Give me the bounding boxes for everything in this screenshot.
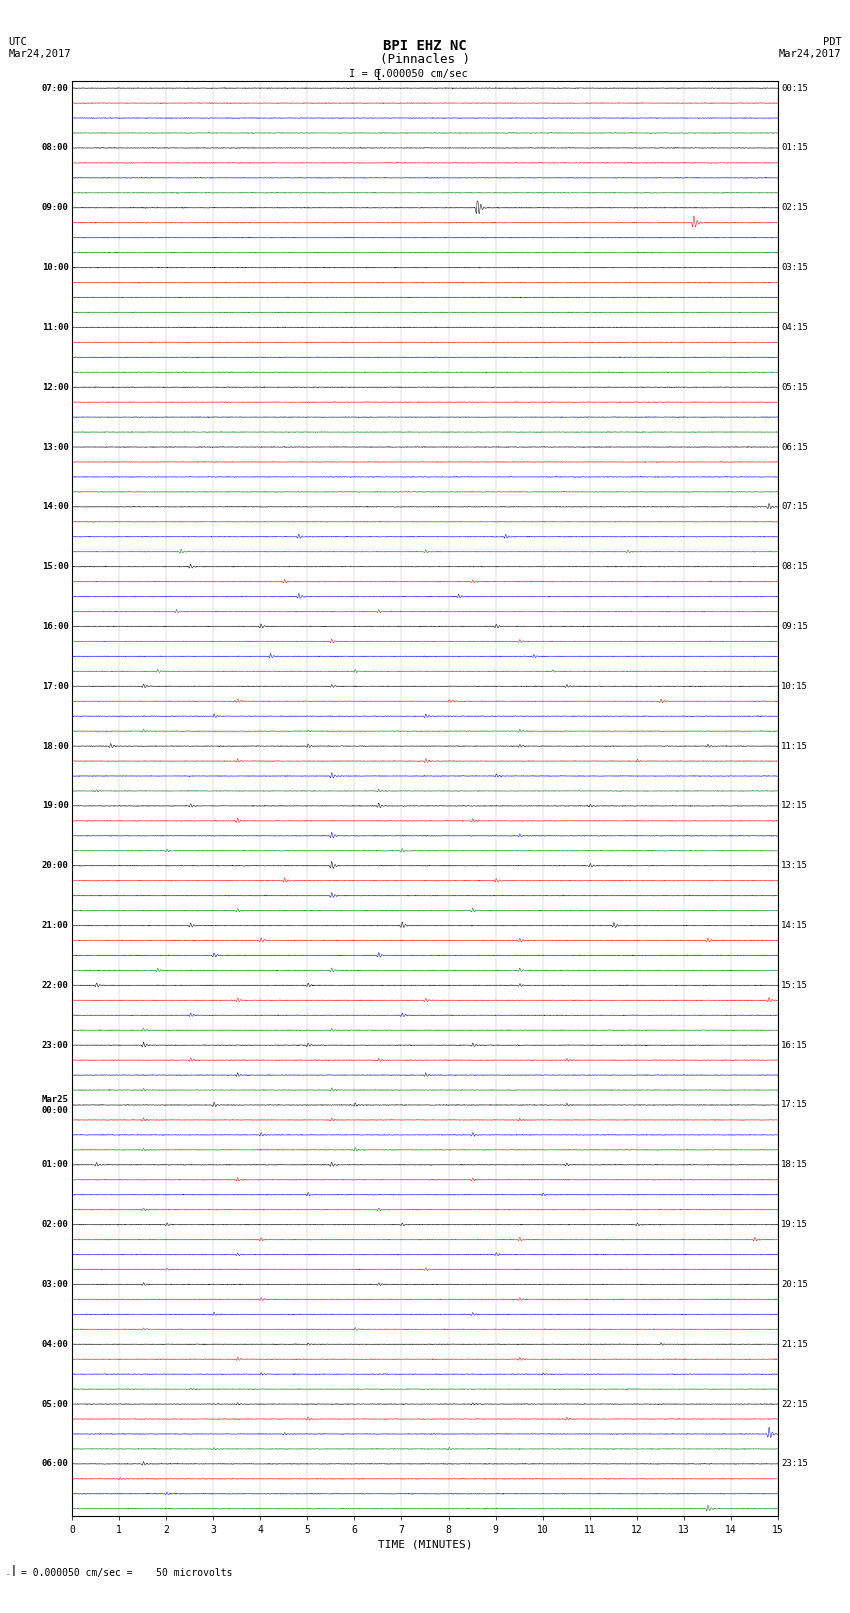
Text: 15:15: 15:15 (781, 981, 808, 990)
Text: 13:15: 13:15 (781, 861, 808, 871)
Text: 19:00: 19:00 (42, 802, 69, 810)
Text: 22:15: 22:15 (781, 1400, 808, 1408)
Text: PDT
Mar24,2017: PDT Mar24,2017 (779, 37, 842, 58)
Text: 17:15: 17:15 (781, 1100, 808, 1110)
Text: 15:00: 15:00 (42, 563, 69, 571)
Text: 07:00: 07:00 (42, 84, 69, 92)
Text: 23:15: 23:15 (781, 1460, 808, 1468)
Text: 02:15: 02:15 (781, 203, 808, 213)
Text: 03:00: 03:00 (42, 1281, 69, 1289)
Text: 04:00: 04:00 (42, 1340, 69, 1348)
Text: 05:15: 05:15 (781, 382, 808, 392)
Text: 11:00: 11:00 (42, 323, 69, 332)
Text: 06:00: 06:00 (42, 1460, 69, 1468)
Text: = 0.000050 cm/sec =    50 microvolts: = 0.000050 cm/sec = 50 microvolts (21, 1568, 233, 1578)
Text: 22:00: 22:00 (42, 981, 69, 990)
Text: 10:00: 10:00 (42, 263, 69, 273)
Text: 09:00: 09:00 (42, 203, 69, 213)
Text: 21:00: 21:00 (42, 921, 69, 931)
Text: 12:00: 12:00 (42, 382, 69, 392)
Text: 16:00: 16:00 (42, 623, 69, 631)
Text: 12:15: 12:15 (781, 802, 808, 810)
Text: [: [ (375, 68, 382, 81)
Text: 08:00: 08:00 (42, 144, 69, 153)
Text: 07:15: 07:15 (781, 502, 808, 511)
Text: 18:15: 18:15 (781, 1160, 808, 1169)
X-axis label: TIME (MINUTES): TIME (MINUTES) (377, 1539, 473, 1550)
Text: 19:15: 19:15 (781, 1219, 808, 1229)
Text: 17:00: 17:00 (42, 682, 69, 690)
Text: 00:15: 00:15 (781, 84, 808, 92)
Text: UTC
Mar24,2017: UTC Mar24,2017 (8, 37, 71, 58)
Text: 14:15: 14:15 (781, 921, 808, 931)
Text: 16:15: 16:15 (781, 1040, 808, 1050)
Text: 08:15: 08:15 (781, 563, 808, 571)
Text: 20:15: 20:15 (781, 1281, 808, 1289)
Text: 13:00: 13:00 (42, 442, 69, 452)
Text: BPI EHZ NC: BPI EHZ NC (383, 39, 467, 53)
Text: 20:00: 20:00 (42, 861, 69, 871)
Text: 06:15: 06:15 (781, 442, 808, 452)
Text: 04:15: 04:15 (781, 323, 808, 332)
Text: 23:00: 23:00 (42, 1040, 69, 1050)
Text: .: . (5, 1569, 9, 1576)
Text: (Pinnacles ): (Pinnacles ) (380, 53, 470, 66)
Text: 01:00: 01:00 (42, 1160, 69, 1169)
Text: 18:00: 18:00 (42, 742, 69, 750)
Text: 14:00: 14:00 (42, 502, 69, 511)
Text: 01:15: 01:15 (781, 144, 808, 153)
Text: I = 0.000050 cm/sec: I = 0.000050 cm/sec (348, 69, 468, 79)
Text: 03:15: 03:15 (781, 263, 808, 273)
Text: 05:00: 05:00 (42, 1400, 69, 1408)
Text: 21:15: 21:15 (781, 1340, 808, 1348)
Text: Mar25
00:00: Mar25 00:00 (42, 1095, 69, 1115)
Text: 09:15: 09:15 (781, 623, 808, 631)
Text: 11:15: 11:15 (781, 742, 808, 750)
Text: 02:00: 02:00 (42, 1219, 69, 1229)
Text: |: | (10, 1565, 16, 1576)
Text: 10:15: 10:15 (781, 682, 808, 690)
